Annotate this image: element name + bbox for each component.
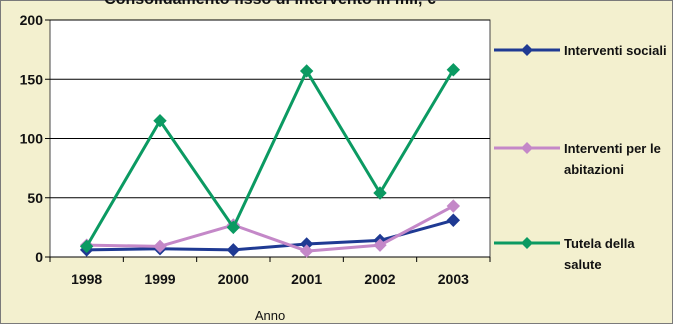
data-point: [153, 239, 167, 254]
x-tick-label: 2001: [291, 271, 322, 287]
chart-title: Consolidamento fisso di intervento in mi…: [104, 0, 436, 8]
legend: Interventi sociali Interventi per le abita…: [494, 43, 667, 272]
x-tick-label: 2003: [438, 271, 469, 287]
data-point: [446, 213, 461, 227]
x-tick-label: 1998: [71, 271, 102, 287]
data-point: [226, 220, 241, 235]
y-tick-label: 100: [20, 131, 44, 147]
series-line: [85, 69, 455, 248]
legend-label: Tutela della: [564, 236, 635, 251]
data-point: [79, 239, 94, 254]
legend-label: abitazioni: [564, 162, 624, 177]
y-tick-label: 0: [35, 249, 43, 265]
y-axis-ticks: 0 50 100 150 200: [20, 12, 50, 265]
data-point: [299, 64, 314, 78]
legend-marker: [521, 44, 533, 56]
x-tick-label: 2000: [218, 271, 249, 287]
x-tick-label: 1999: [144, 271, 175, 287]
data-point: [446, 63, 461, 77]
y-tick-label: 50: [27, 190, 43, 206]
data-point: [373, 186, 387, 200]
data-point: [446, 199, 461, 213]
y-tick-label: 150: [20, 71, 44, 87]
data-point: [299, 244, 314, 258]
legend-marker: [521, 142, 533, 154]
x-tick-label: 2002: [364, 271, 395, 287]
x-axis-ticks: 1998 1999 2000 2001 2002 2003: [49, 257, 491, 287]
data-point: [373, 238, 387, 252]
legend-label: salute: [564, 257, 602, 272]
legend-entry: Interventi per le abitazioni: [494, 141, 661, 177]
legend-label: Interventi sociali: [564, 43, 667, 58]
series-line: [86, 204, 455, 253]
series-lines: [79, 63, 461, 258]
data-point: [153, 114, 167, 128]
series-2: [79, 63, 461, 254]
legend-label: Interventi per le: [564, 141, 661, 156]
y-tick-label: 200: [20, 12, 44, 28]
legend-marker: [521, 237, 533, 249]
legend-entry: Tutela della salute: [494, 236, 635, 272]
x-axis-title: Anno: [255, 308, 285, 323]
legend-entry: Interventi sociali: [494, 43, 667, 58]
data-point: [226, 243, 241, 257]
